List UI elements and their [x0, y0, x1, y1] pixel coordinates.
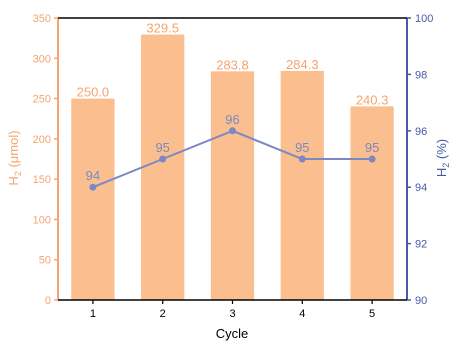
right-y-title-main: H [434, 168, 449, 177]
line-point-5 [368, 155, 376, 163]
left-y-title-sub: 2 [13, 171, 23, 176]
left-y-axis-title: H2 (μmol) [6, 130, 23, 185]
x-tick-label: 3 [229, 308, 235, 320]
left-y-tick-label: 150 [33, 174, 51, 186]
right-y-title-sub: 2 [441, 163, 451, 168]
left-y-title-unit: (μmol) [6, 130, 21, 171]
right-y-tick-label: 92 [415, 239, 427, 251]
line-layer [89, 127, 376, 191]
left-y-tick-label: 350 [33, 13, 51, 25]
line-point-label: 94 [86, 168, 100, 183]
x-tick-label: 1 [90, 308, 96, 320]
left-y-title-main: H [6, 176, 21, 185]
line-point-label: 95 [155, 140, 169, 155]
bars-layer [71, 34, 394, 300]
line-point-label: 95 [295, 140, 309, 155]
right-y-axis-title: H2 (%) [434, 139, 451, 177]
left-y-tick-label: 50 [39, 255, 51, 267]
x-tick-label: 4 [299, 308, 305, 320]
line-point-2 [159, 155, 167, 163]
right-y-tick-label: 90 [415, 295, 427, 307]
line-point-label: 96 [225, 112, 239, 127]
right-y-tick-label: 98 [415, 69, 427, 81]
line-point-1 [89, 183, 97, 191]
right-y-tick-label: 94 [415, 182, 427, 194]
bar-2 [141, 34, 185, 300]
x-tick-label: 5 [369, 308, 375, 320]
left-y-tick-label: 250 [33, 94, 51, 106]
bar-value-label: 329.5 [146, 21, 179, 36]
bar-1 [71, 98, 115, 300]
bar-value-label: 284.3 [286, 57, 319, 72]
right-y-tick-label: 100 [415, 13, 433, 25]
labels-layer: 250.0 329.5 283.8 284.3 240.3 94 95 96 95 95 [77, 21, 389, 184]
bar-5 [350, 106, 394, 300]
bar-value-label: 250.0 [77, 85, 110, 100]
left-y-tick-label: 200 [33, 134, 51, 146]
bar-3 [210, 71, 255, 300]
axes-layer: 0 50 100 150 200 250 300 350 90 92 94 96 98 100 1 2 3 4 5 [33, 13, 434, 320]
left-y-tick-label: 100 [33, 214, 51, 226]
bar-value-label: 240.3 [356, 92, 389, 107]
x-tick-label: 2 [160, 308, 166, 320]
line-point-label: 95 [365, 140, 379, 155]
x-axis-title: Cycle [216, 326, 249, 341]
right-y-title-unit: (%) [434, 139, 449, 163]
right-y-tick-label: 96 [415, 126, 427, 138]
left-y-tick-label: 300 [33, 53, 51, 65]
bar-4 [280, 70, 324, 300]
left-y-tick-label: 0 [45, 295, 51, 307]
bar-value-label: 283.8 [216, 57, 249, 72]
line-point-4 [298, 155, 306, 163]
line-point-3 [229, 127, 236, 135]
